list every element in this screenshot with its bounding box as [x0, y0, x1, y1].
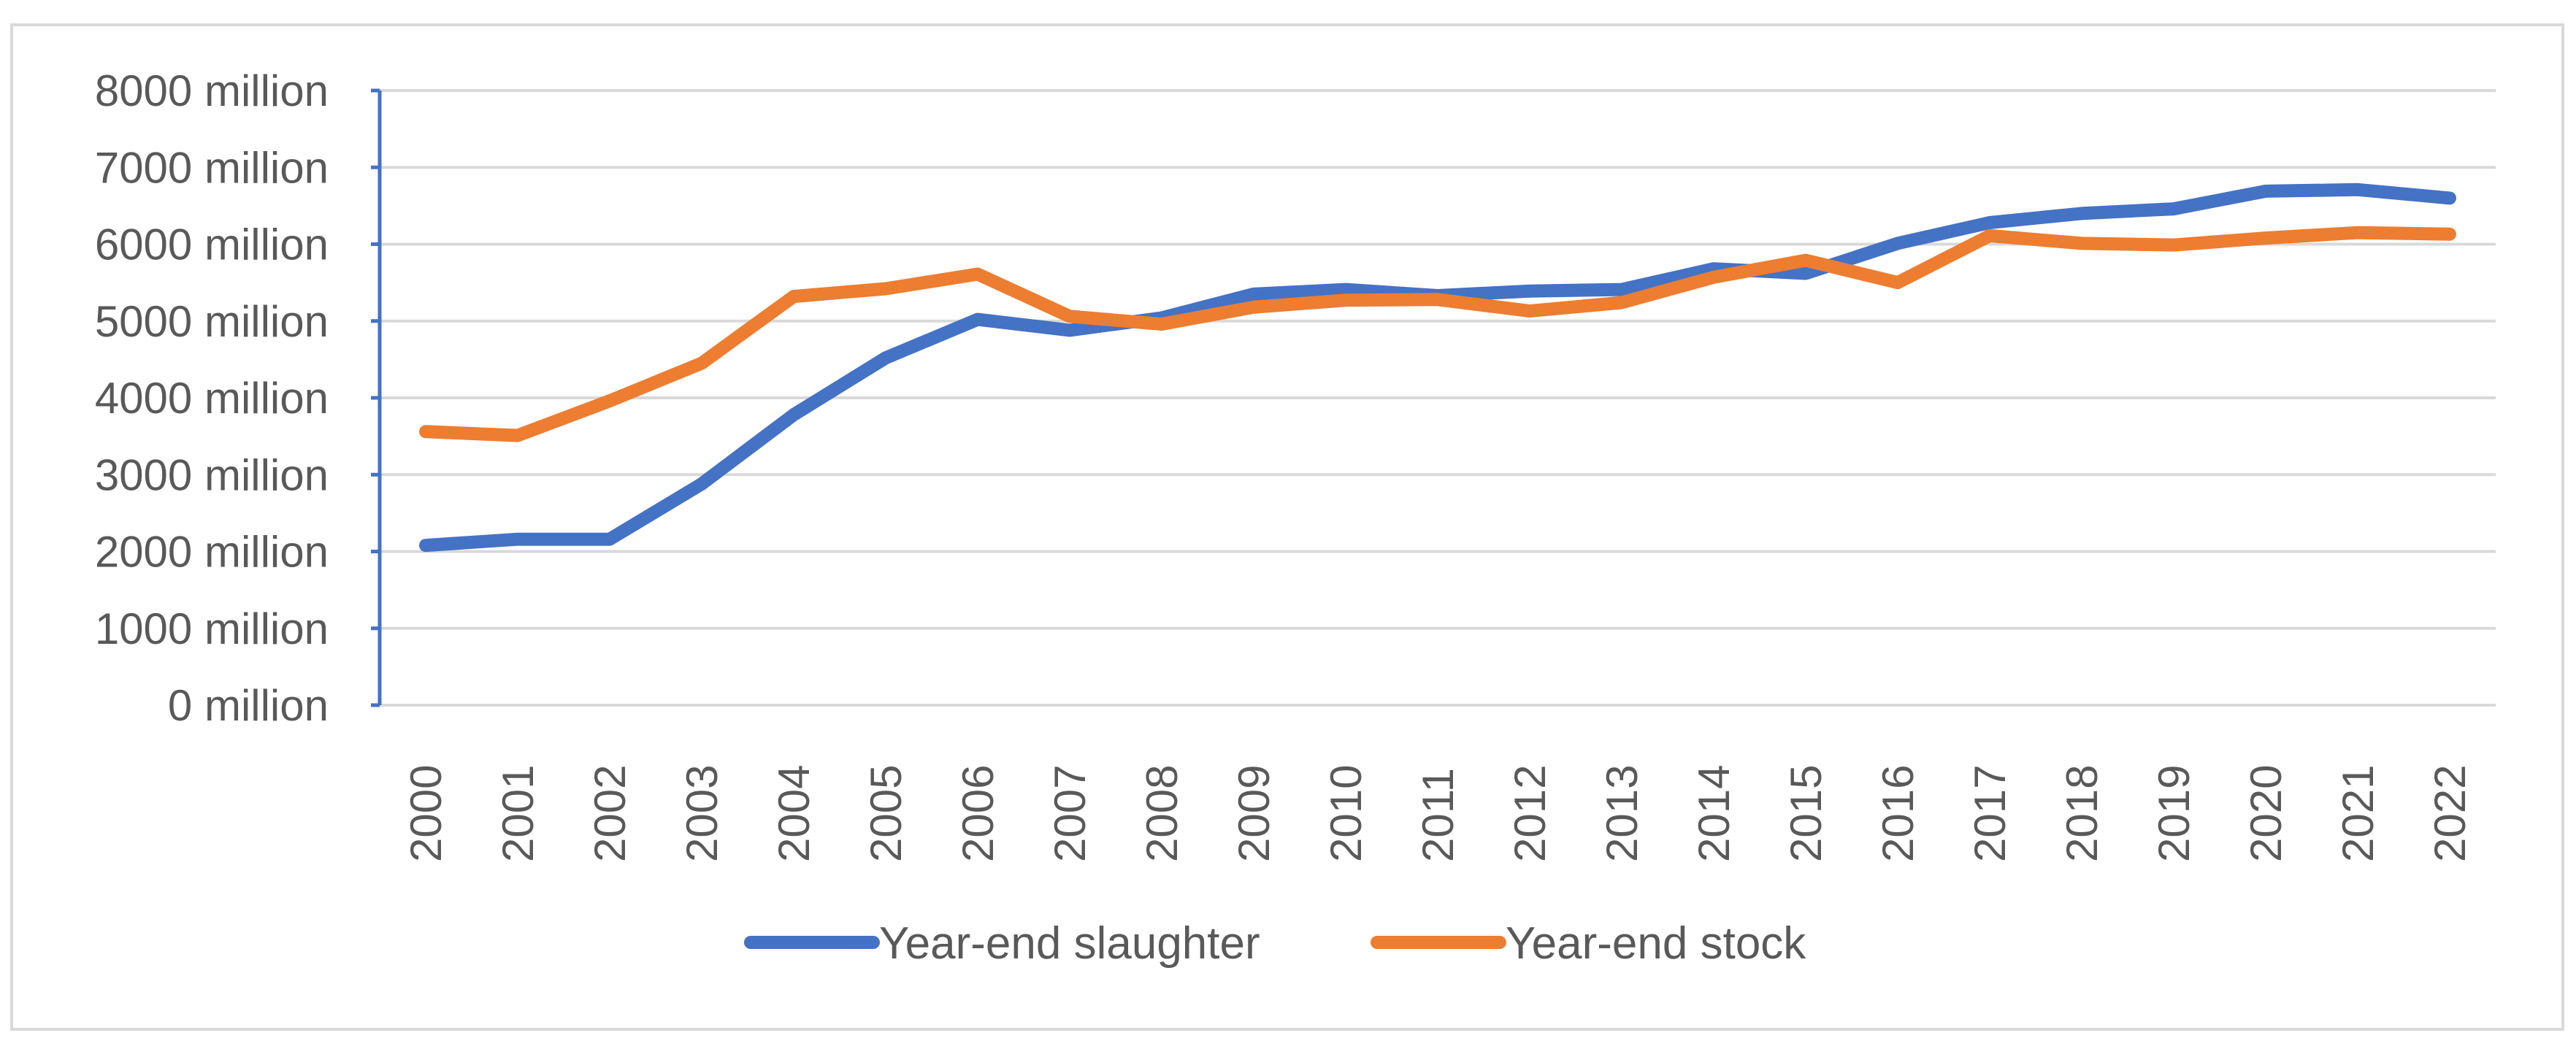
x-tick-label: 2010	[1322, 765, 1371, 862]
y-axis-tick-labels: 0 million 1000 million 2000 million 3000 mi…	[95, 66, 329, 730]
y-tick-label: 3000 million	[95, 450, 329, 499]
line-chart: 0 million 1000 million 2000 million 3000 mi…	[95, 66, 2496, 969]
series-line-year-end-stock	[419, 226, 2456, 442]
x-tick-label: 2009	[1230, 765, 1279, 862]
x-tick-label: 2015	[1782, 765, 1831, 862]
x-tick-label: 2012	[1506, 765, 1555, 862]
x-tick-label: 2004	[770, 765, 819, 862]
x-tick-label: 2001	[494, 765, 543, 862]
x-tick-label: 2020	[2242, 765, 2291, 862]
x-tick-label: 2016	[1874, 765, 1923, 862]
x-tick-label: 2007	[1046, 765, 1095, 862]
y-tick-label: 4000 million	[95, 374, 329, 423]
x-tick-label: 2000	[402, 765, 451, 862]
legend: Year-end slaughter Year-end stock	[744, 918, 1806, 969]
y-tick-label: 8000 million	[95, 66, 329, 115]
x-tick-label: 2005	[862, 765, 911, 862]
x-tick-label: 2021	[2334, 765, 2383, 862]
chart-frame: 0 million 1000 million 2000 million 3000 mi…	[10, 23, 2564, 1031]
y-tick-label: 5000 million	[95, 297, 329, 346]
x-tick-label: 2003	[678, 765, 727, 862]
legend-label: Year-end stock	[1506, 918, 1806, 969]
series-lines	[419, 182, 2456, 553]
x-tick-label: 2013	[1598, 765, 1647, 862]
legend-label: Year-end slaughter	[879, 918, 1260, 969]
x-tick-label: 2011	[1414, 768, 1463, 862]
y-tick-label: 2000 million	[95, 528, 329, 577]
y-tick-label: 1000 million	[95, 604, 329, 653]
x-tick-label: 2022	[2426, 765, 2475, 862]
x-tick-label: 2014	[1690, 765, 1739, 862]
x-axis-tick-labels: 2000 2001 2002 2003 2004 2005 2006 2007 2008 2009…	[402, 765, 2475, 862]
x-tick-label: 2017	[1966, 765, 2015, 862]
x-tick-label: 2019	[2150, 765, 2199, 862]
y-tick-label: 7000 million	[95, 143, 329, 192]
gridlines	[380, 89, 2496, 630]
x-tick-label: 2018	[2058, 765, 2107, 862]
axes	[371, 88, 2496, 707]
x-tick-label: 2002	[586, 765, 635, 862]
x-tick-label: 2008	[1138, 765, 1187, 862]
y-tick-label: 0 million	[168, 681, 329, 730]
x-tick-label: 2006	[954, 765, 1003, 862]
y-tick-label: 6000 million	[95, 220, 329, 269]
